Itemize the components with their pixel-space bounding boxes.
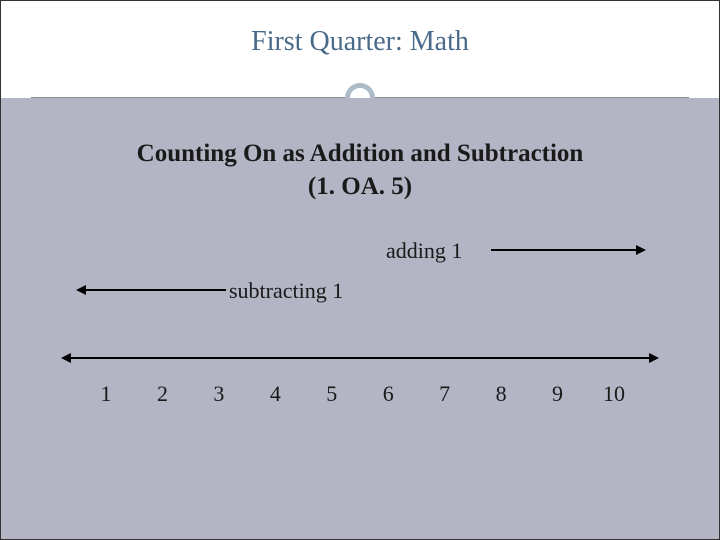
subtracting-arrow-icon: [76, 280, 226, 300]
num-7: 7: [430, 381, 460, 407]
body-region: Counting On as Addition and Subtraction …: [1, 98, 719, 539]
numberline: 1 2 3 4 5 6 7 8 9 10: [61, 348, 659, 407]
header-region: First Quarter: Math: [1, 1, 719, 91]
adding-arrow-icon: [491, 240, 646, 260]
num-3: 3: [204, 381, 234, 407]
page-title: First Quarter: Math: [1, 1, 719, 58]
num-2: 2: [147, 381, 177, 407]
subtitle: Counting On as Addition and Subtraction …: [1, 138, 719, 203]
num-5: 5: [317, 381, 347, 407]
num-1: 1: [91, 381, 121, 407]
slide: First Quarter: Math Counting On as Addit…: [0, 0, 720, 540]
num-4: 4: [260, 381, 290, 407]
numbers-row: 1 2 3 4 5 6 7 8 9 10: [61, 373, 659, 407]
subtitle-line2: (1. OA. 5): [1, 171, 719, 204]
subtracting-label: subtracting 1: [229, 278, 343, 304]
num-8: 8: [486, 381, 516, 407]
adding-label: adding 1: [386, 238, 462, 264]
num-10: 10: [599, 381, 629, 407]
diagram-area: adding 1 subtracting 1 1 2 3: [1, 228, 719, 428]
numberline-axis-icon: [61, 348, 659, 368]
num-6: 6: [373, 381, 403, 407]
num-9: 9: [543, 381, 573, 407]
subtitle-line1: Counting On as Addition and Subtraction: [1, 138, 719, 171]
